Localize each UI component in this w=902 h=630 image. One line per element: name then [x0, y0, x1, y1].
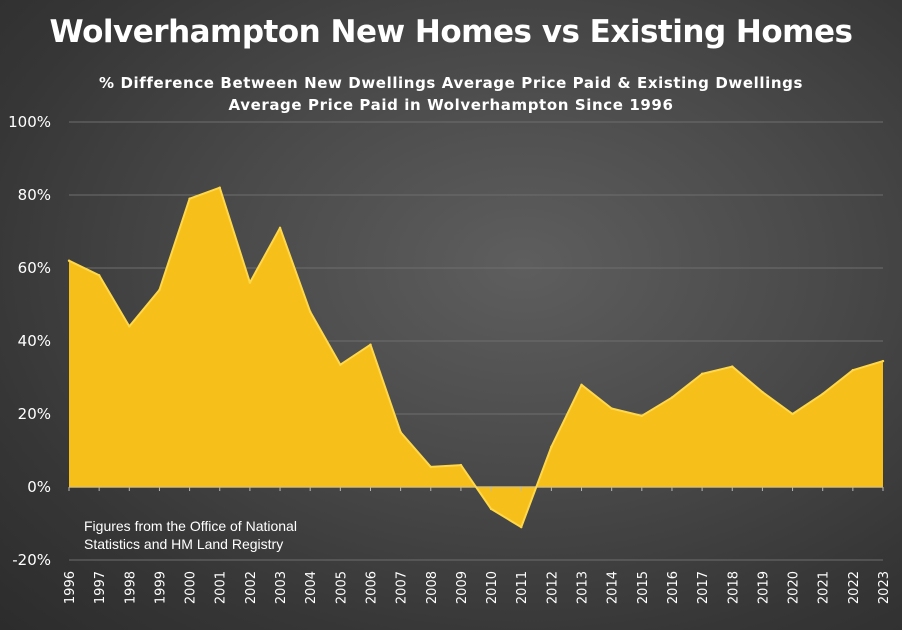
x-tick-label: 2007	[395, 571, 410, 604]
x-tick-label: 1996	[63, 571, 78, 604]
series-area-fill	[69, 187, 883, 528]
data-point	[459, 463, 463, 467]
y-tick-label: 40%	[18, 332, 51, 350]
data-point	[308, 310, 312, 313]
data-point	[158, 288, 161, 292]
data-point	[429, 465, 432, 469]
data-point	[761, 390, 764, 394]
data-point	[248, 281, 252, 284]
y-axis-ticks: -20% 0% 20% 40% 60% 80% 100%	[8, 113, 51, 569]
series-line	[68, 186, 884, 529]
source-annotation-line-1: Figures from the Office of National	[84, 518, 297, 534]
y-tick-label: -20%	[12, 551, 51, 569]
data-point	[278, 226, 282, 230]
x-tick-label: 2021	[817, 571, 832, 604]
data-point	[128, 325, 131, 328]
x-tick-label: 2016	[666, 571, 681, 604]
x-tick-label: 2014	[606, 571, 621, 604]
x-tick-label: 2011	[515, 571, 530, 604]
data-point	[580, 383, 583, 386]
data-point	[610, 407, 613, 410]
chart-subtitle-line-1: % Difference Between New Dwellings Avera…	[99, 74, 803, 92]
x-axis-ticks: 1996 1997 1998 1999 2000 2001 2002 2003 2004 2005…	[63, 487, 892, 604]
x-tick-label: 2013	[576, 571, 591, 604]
x-tick-label: 2019	[756, 571, 771, 604]
data-point	[821, 392, 824, 396]
data-point	[369, 343, 372, 346]
y-tick-label: 60%	[18, 259, 51, 277]
data-point	[489, 507, 493, 511]
data-point	[881, 359, 885, 363]
x-tick-label: 2004	[304, 571, 319, 604]
x-tick-label: 2012	[545, 571, 560, 604]
x-tick-label: 2017	[696, 571, 711, 604]
x-tick-label: 2003	[274, 571, 289, 604]
x-tick-label: 1999	[153, 571, 168, 604]
data-point	[218, 186, 221, 189]
data-point	[67, 259, 71, 262]
x-tick-label: 2002	[244, 571, 259, 604]
x-tick-label: 2000	[184, 571, 199, 604]
y-tick-label: 80%	[18, 186, 51, 204]
x-tick-label: 2001	[214, 571, 229, 604]
data-point	[731, 365, 734, 368]
y-tick-label: 20%	[18, 405, 51, 423]
data-point	[339, 363, 342, 366]
data-point	[851, 369, 855, 372]
x-tick-label: 2020	[787, 571, 802, 604]
data-point	[550, 445, 553, 449]
source-annotation-line-2: Statistics and HM Land Registry	[84, 536, 284, 552]
data-point	[97, 274, 101, 277]
y-tick-label: 0%	[27, 478, 51, 496]
data-point	[700, 372, 704, 376]
x-tick-label: 2023	[877, 571, 892, 604]
data-point	[520, 525, 523, 529]
data-point	[640, 414, 644, 418]
data-point	[188, 197, 191, 200]
x-tick-label: 2008	[425, 571, 440, 604]
chart-title: Wolverhampton New Homes vs Existing Home…	[49, 14, 853, 50]
source-annotation: Figures from the Office of National Stat…	[84, 517, 297, 553]
data-point	[670, 396, 674, 399]
series-area	[67, 186, 885, 529]
x-tick-label: 2009	[455, 571, 470, 604]
x-tick-label: 2015	[636, 571, 651, 604]
x-tick-label: 1998	[123, 571, 138, 604]
x-tick-label: 2010	[485, 571, 500, 604]
x-tick-label: 2018	[726, 571, 741, 604]
y-tick-label: 100%	[8, 113, 51, 131]
x-tick-label: 2006	[364, 571, 379, 604]
chart-subtitle-line-2: Average Price Paid in Wolverhampton Sinc…	[228, 96, 674, 114]
data-point	[791, 412, 794, 416]
x-tick-label: 1997	[93, 571, 108, 604]
x-tick-label: 2005	[334, 571, 349, 604]
x-tick-label: 2022	[847, 571, 862, 604]
data-point	[399, 431, 402, 434]
